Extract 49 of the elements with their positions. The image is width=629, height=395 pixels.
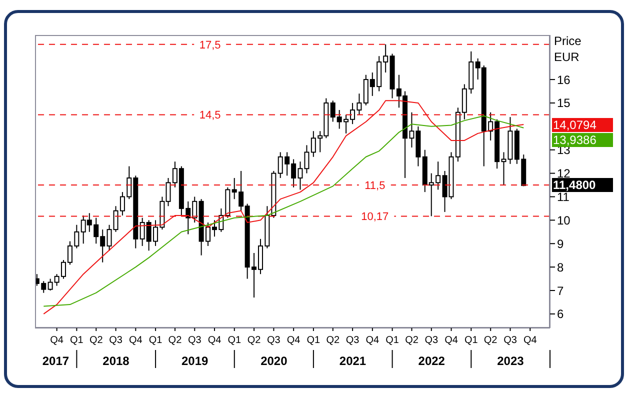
x-tick-label: Q1 xyxy=(464,335,478,346)
y-tick-label: 8 xyxy=(557,260,564,274)
x-tick-label: Q3 xyxy=(424,335,439,346)
x-tick-label: Q2 xyxy=(326,335,340,346)
text: 14,0794 xyxy=(552,118,613,132)
x2-tick-label: 2022 xyxy=(418,354,446,368)
x-tick-label: Q4 xyxy=(208,335,222,346)
text: 13,9386 xyxy=(552,132,613,147)
x-tick-label: Q4 xyxy=(366,335,380,346)
y-tick-label: 16 xyxy=(557,72,571,87)
x-tick-label: Q4 xyxy=(50,335,64,346)
ref-line-label: 17,5 xyxy=(199,39,221,52)
y-tick-label: 11 xyxy=(557,190,570,204)
x-tick-label: Q1 xyxy=(228,335,242,346)
ref-line-label: 11,5 xyxy=(364,180,386,192)
y-axis-title: Price EUR xyxy=(554,33,582,65)
x2-tick-label: 2019 xyxy=(182,354,209,368)
x-tick-label: Q2 xyxy=(247,335,262,346)
x-tick-label: Q3 xyxy=(504,335,518,346)
x-tick-label: Q3 xyxy=(267,335,281,346)
ref-line-label: 14,5 xyxy=(199,110,221,122)
x-tick-label: Q4 xyxy=(286,335,301,346)
x-tick-label: Q1 xyxy=(306,335,321,346)
y-tick-label: 12 xyxy=(557,166,571,181)
y-tick-label: 10 xyxy=(557,213,571,228)
x-tick-label: Q4 xyxy=(444,335,458,346)
x2-tick-label: 2018 xyxy=(102,354,130,368)
ref-line-label: 10,17 xyxy=(361,211,389,224)
y-tick-label: 7 xyxy=(557,284,564,298)
x-tick-label: Q3 xyxy=(109,335,123,346)
x-tick-label: Q2 xyxy=(89,335,104,346)
text: 11,4800 xyxy=(552,178,613,192)
x-tick-label: Q1 xyxy=(148,335,163,346)
y-tick-label: 9 xyxy=(557,236,564,251)
x-tick-label: Q3 xyxy=(346,335,360,346)
x2-tick-label: 2021 xyxy=(339,354,366,368)
x-tick-label: Q2 xyxy=(405,335,419,346)
x2-tick-label: 2017 xyxy=(42,354,70,368)
x-tick-label: Q3 xyxy=(188,335,202,346)
x-tick-label: Q2 xyxy=(168,335,182,346)
y-tick-label: 15 xyxy=(557,96,571,110)
y-tick-label: 6 xyxy=(557,307,564,322)
x-tick-label: Q1 xyxy=(70,335,84,346)
x-tick-label: Q2 xyxy=(484,335,498,346)
x2-tick-label: 2020 xyxy=(260,354,288,368)
x-tick-label: Q1 xyxy=(386,335,400,346)
x-tick-label: Q4 xyxy=(523,335,538,346)
x-tick-label: Q4 xyxy=(128,335,143,346)
x2-tick-label: 2023 xyxy=(497,354,524,368)
